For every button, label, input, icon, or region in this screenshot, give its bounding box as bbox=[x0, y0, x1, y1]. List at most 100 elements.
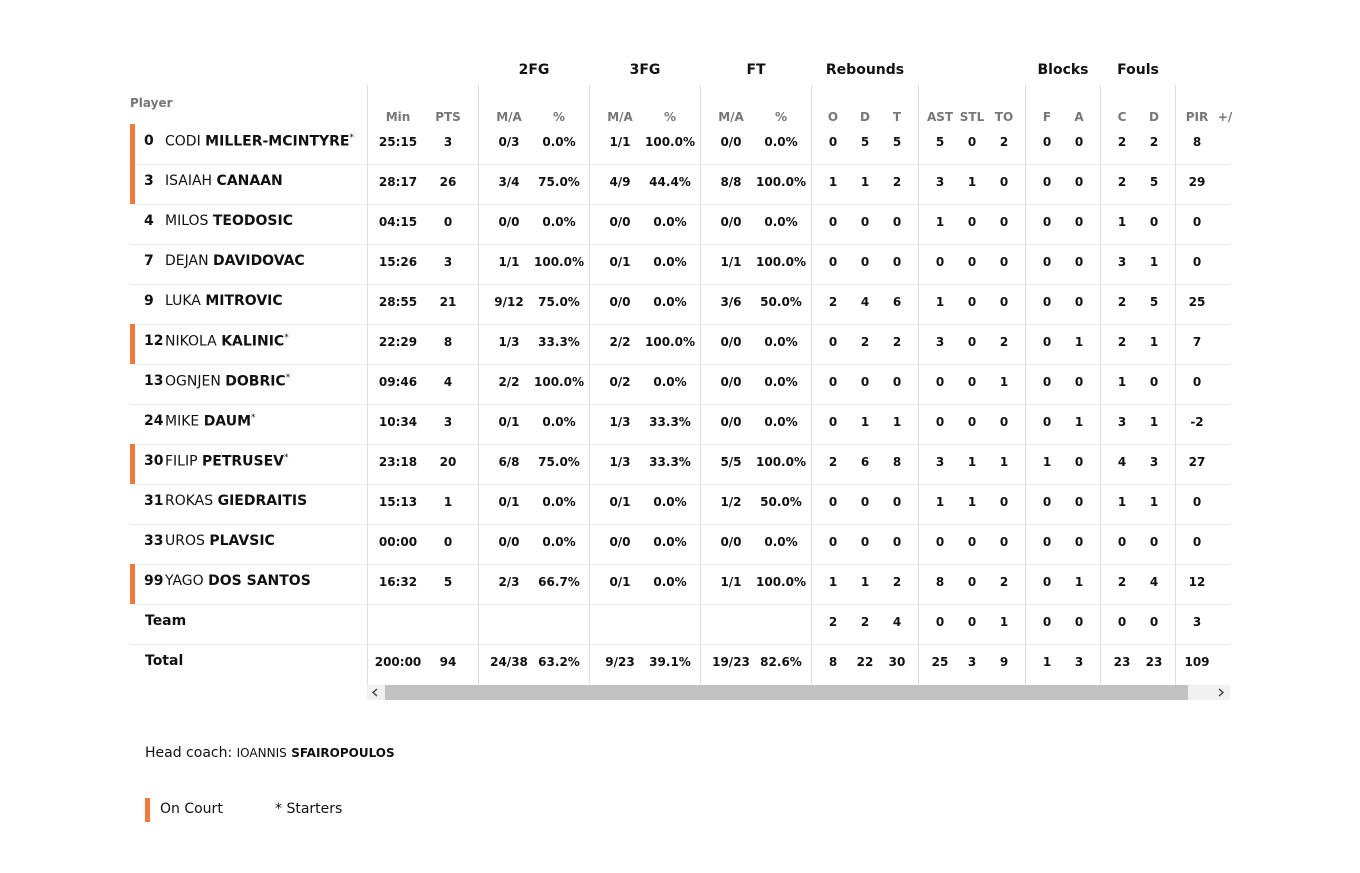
stat-cell: 2 bbox=[828, 295, 838, 309]
scroll-arrows[interactable] bbox=[367, 685, 1230, 700]
first-name: YAGO bbox=[165, 573, 204, 589]
stat-cell: 1 bbox=[860, 575, 870, 589]
stat-cell: 0 bbox=[999, 215, 1009, 229]
stat-cell: 0 bbox=[967, 335, 977, 349]
column-header: % bbox=[552, 110, 566, 124]
stat-cell: 0 bbox=[1074, 615, 1084, 629]
stat-cell: 0.0% bbox=[542, 495, 576, 509]
stat-cell: 16:32 bbox=[378, 575, 418, 589]
stat-cell: 1/3 bbox=[498, 335, 520, 349]
last-name: TEODOSIC bbox=[212, 213, 293, 229]
stat-cell: 1 bbox=[967, 495, 977, 509]
stat-cell: 28:17 bbox=[378, 175, 418, 189]
stat-cell: 0.0% bbox=[764, 335, 798, 349]
stat-cell: 1/1 bbox=[720, 255, 742, 269]
player-name: NIKOLA KALINIC* bbox=[165, 333, 289, 350]
coach-last: SFAIROPOULOS bbox=[291, 746, 395, 760]
stat-cell: 3 bbox=[1074, 655, 1084, 669]
stat-cell: 1/1 bbox=[720, 575, 742, 589]
stat-cell: 0 bbox=[1149, 535, 1159, 549]
stat-cell: 100.0% bbox=[645, 335, 695, 349]
stat-cell: 2 bbox=[1117, 335, 1127, 349]
stat-cell: 25 bbox=[1188, 295, 1206, 309]
column-divider bbox=[811, 85, 812, 685]
stat-cell: 0 bbox=[1074, 295, 1084, 309]
stat-cell: 2 bbox=[999, 135, 1009, 149]
player-number: 7 bbox=[144, 253, 154, 269]
scrollbar[interactable] bbox=[367, 685, 1230, 700]
row-divider bbox=[130, 564, 1230, 565]
stat-cell: 0 bbox=[1042, 175, 1052, 189]
stat-cell: 0/1 bbox=[609, 255, 631, 269]
stat-cell: 1 bbox=[935, 295, 945, 309]
stat-cell: 5 bbox=[443, 575, 453, 589]
stat-cell: 0 bbox=[967, 375, 977, 389]
row-label: Total bbox=[145, 653, 184, 669]
stat-cell: 2 bbox=[860, 615, 870, 629]
column-divider bbox=[700, 85, 701, 685]
column-header: % bbox=[663, 110, 677, 124]
player-number: 31 bbox=[144, 493, 164, 509]
group-header: FT bbox=[746, 62, 766, 78]
stat-cell: 3 bbox=[443, 135, 453, 149]
stat-cell: 0 bbox=[1074, 135, 1084, 149]
stat-cell: 3 bbox=[1149, 455, 1159, 469]
stat-cell: 1 bbox=[828, 175, 838, 189]
stat-cell: 0/0 bbox=[498, 215, 520, 229]
stat-cell: 1 bbox=[935, 215, 945, 229]
stat-cell: 0 bbox=[1117, 535, 1127, 549]
row-divider bbox=[130, 204, 1230, 205]
stat-cell: 0 bbox=[1074, 495, 1084, 509]
scroll-thumb[interactable] bbox=[385, 685, 1188, 700]
last-name: KALINIC bbox=[221, 333, 285, 350]
column-header: STL bbox=[959, 110, 985, 124]
stat-cell: 1 bbox=[892, 415, 902, 429]
player-name: YAGO DOS SANTOS bbox=[165, 573, 311, 589]
stat-cell: 21 bbox=[439, 295, 457, 309]
stat-cell: 8 bbox=[935, 575, 945, 589]
stat-cell: 0 bbox=[967, 255, 977, 269]
stat-cell: 0/3 bbox=[498, 135, 520, 149]
stat-cell: 3 bbox=[935, 455, 945, 469]
stat-cell: 0.0% bbox=[653, 535, 687, 549]
stat-cell: 25:15 bbox=[378, 135, 418, 149]
stat-cell: 0/0 bbox=[720, 535, 742, 549]
stat-cell: 0 bbox=[1042, 575, 1052, 589]
stat-cell: 9/12 bbox=[494, 295, 524, 309]
column-header: A bbox=[1074, 110, 1084, 124]
stat-cell: 0.0% bbox=[653, 375, 687, 389]
stat-cell: 24/38 bbox=[490, 655, 528, 669]
stat-cell: 0 bbox=[967, 535, 977, 549]
stat-cell: 100.0% bbox=[756, 255, 806, 269]
stat-cell: 4 bbox=[1149, 575, 1159, 589]
stat-cell: 0 bbox=[1042, 615, 1052, 629]
stat-cell: 5 bbox=[860, 135, 870, 149]
group-header: 3FG bbox=[629, 62, 661, 78]
last-name: MILLER-MCINTYRE bbox=[205, 133, 350, 150]
stat-cell: 8 bbox=[828, 655, 838, 669]
row-divider bbox=[130, 644, 1230, 645]
stat-cell: 1/2 bbox=[720, 495, 742, 509]
starter-mark: * bbox=[349, 133, 354, 143]
head-coach: Head coach: IOANNIS SFAIROPOULOS bbox=[145, 745, 395, 761]
column-header: O bbox=[827, 110, 839, 124]
stat-cell: 9/23 bbox=[605, 655, 635, 669]
stat-cell: 0 bbox=[1192, 255, 1202, 269]
stat-cell: 0 bbox=[1042, 215, 1052, 229]
stat-cell: 109 bbox=[1184, 655, 1210, 669]
stat-cell: 0/0 bbox=[720, 415, 742, 429]
stat-cell: 63.2% bbox=[538, 655, 580, 669]
stat-cell: 2 bbox=[1117, 135, 1127, 149]
on-court-marker bbox=[130, 324, 135, 364]
stat-cell: 0 bbox=[935, 415, 945, 429]
on-court-marker bbox=[130, 564, 135, 604]
stat-cell: 44.4% bbox=[649, 175, 691, 189]
stat-cell: 2 bbox=[1117, 575, 1127, 589]
stat-cell: 5 bbox=[1149, 175, 1159, 189]
stat-cell: 100.0% bbox=[645, 135, 695, 149]
column-divider bbox=[367, 85, 368, 685]
stat-cell: 0/0 bbox=[609, 215, 631, 229]
stat-cell: 3 bbox=[1117, 415, 1127, 429]
stat-cell: 2 bbox=[1149, 135, 1159, 149]
